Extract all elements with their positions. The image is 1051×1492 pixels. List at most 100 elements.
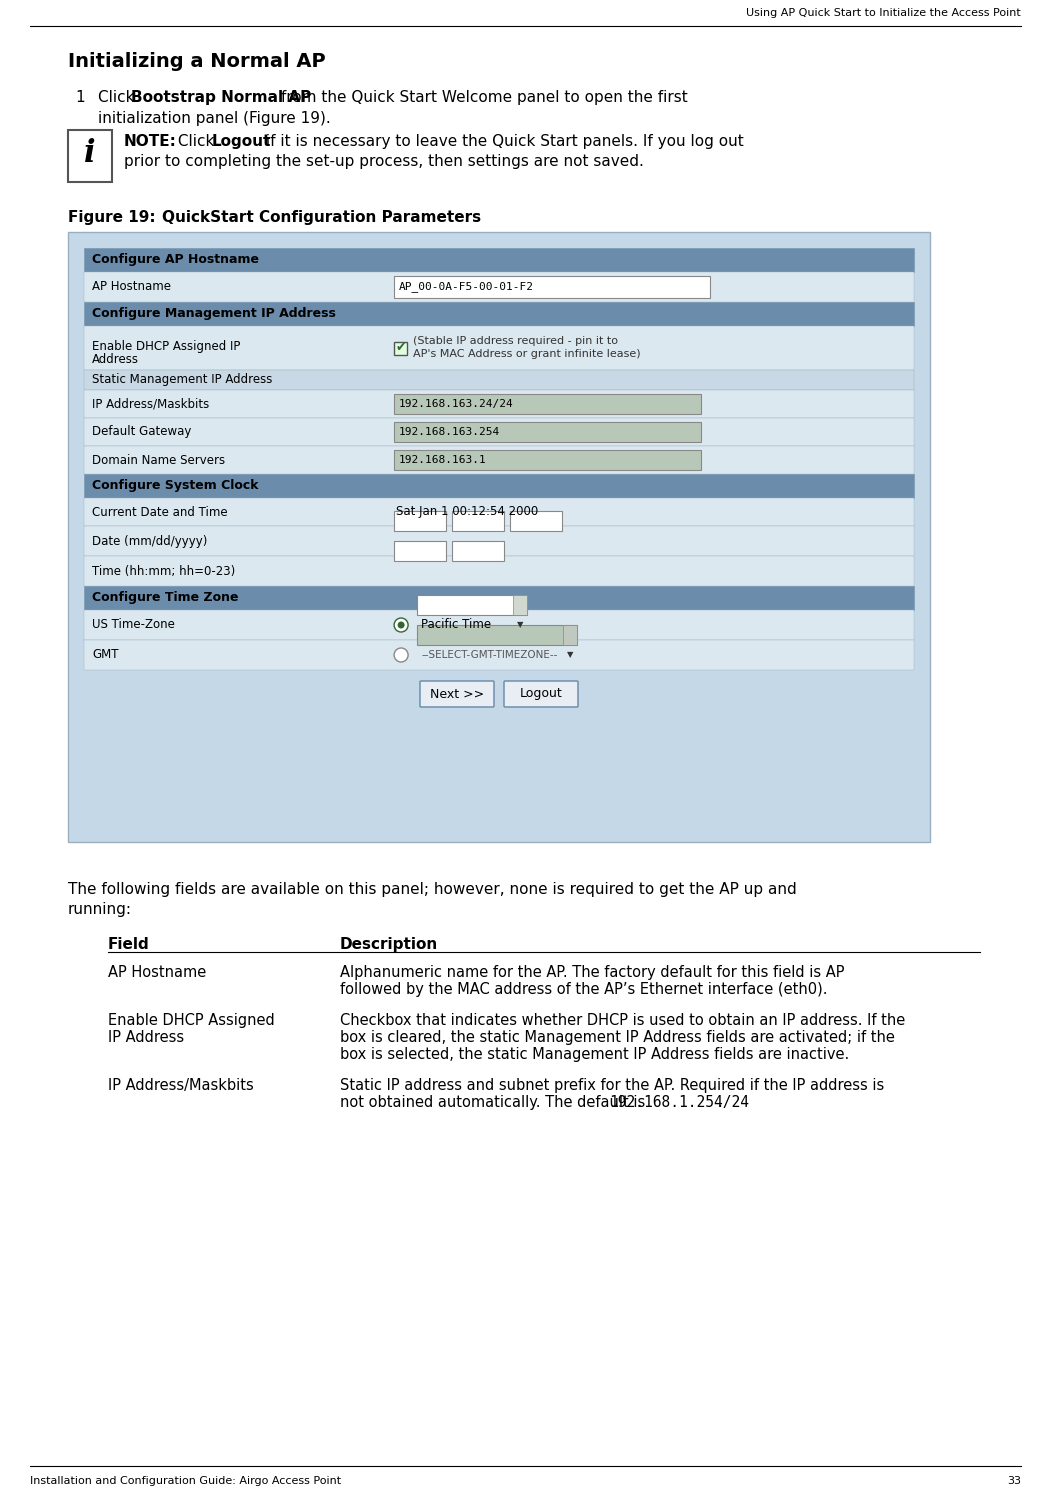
Circle shape <box>394 618 408 633</box>
Text: Enable DHCP Assigned IP: Enable DHCP Assigned IP <box>92 340 241 354</box>
Text: box is cleared, the static Management IP Address fields are activated; if the: box is cleared, the static Management IP… <box>341 1029 894 1044</box>
FancyBboxPatch shape <box>84 586 914 610</box>
FancyBboxPatch shape <box>417 595 528 615</box>
Text: 192.168.163.254: 192.168.163.254 <box>399 427 500 437</box>
FancyBboxPatch shape <box>84 389 914 418</box>
Text: US Time-Zone: US Time-Zone <box>92 619 174 631</box>
FancyBboxPatch shape <box>504 680 578 707</box>
Text: prior to completing the set-up process, then settings are not saved.: prior to completing the set-up process, … <box>124 154 644 169</box>
Text: Alphanumeric name for the AP. The factory default for this field is AP: Alphanumeric name for the AP. The factor… <box>341 965 845 980</box>
Text: if it is necessary to leave the Quick Start panels. If you log out: if it is necessary to leave the Quick St… <box>261 134 744 149</box>
Text: Using AP Quick Start to Initialize the Access Point: Using AP Quick Start to Initialize the A… <box>746 7 1021 18</box>
Text: GMT: GMT <box>92 649 119 661</box>
Text: Address: Address <box>92 354 139 366</box>
Text: QuickStart Configuration Parameters: QuickStart Configuration Parameters <box>141 210 481 225</box>
Text: Configure Management IP Address: Configure Management IP Address <box>92 307 336 321</box>
Text: Figure 19:: Figure 19: <box>68 210 156 225</box>
FancyBboxPatch shape <box>84 474 914 498</box>
Text: Logout: Logout <box>519 688 562 701</box>
FancyBboxPatch shape <box>513 595 528 615</box>
Text: Time (hh:mm; hh=0-23): Time (hh:mm; hh=0-23) <box>92 564 235 577</box>
FancyBboxPatch shape <box>394 510 446 531</box>
Text: Date (mm/dd/yyyy): Date (mm/dd/yyyy) <box>92 534 207 548</box>
Text: initialization panel (Figure 19).: initialization panel (Figure 19). <box>98 110 331 125</box>
Text: followed by the MAC address of the AP’s Ethernet interface (eth0).: followed by the MAC address of the AP’s … <box>341 982 827 997</box>
FancyBboxPatch shape <box>68 231 930 841</box>
Text: Pacific Time: Pacific Time <box>421 619 491 631</box>
FancyBboxPatch shape <box>84 418 914 446</box>
FancyBboxPatch shape <box>394 422 701 442</box>
Text: Installation and Configuration Guide: Airgo Access Point: Installation and Configuration Guide: Ai… <box>30 1476 342 1486</box>
FancyBboxPatch shape <box>84 325 914 370</box>
Text: 1: 1 <box>75 90 85 104</box>
Text: NOTE:: NOTE: <box>124 134 177 149</box>
Circle shape <box>397 622 405 628</box>
Circle shape <box>394 648 408 662</box>
Text: Enable DHCP Assigned: Enable DHCP Assigned <box>108 1013 274 1028</box>
Text: Domain Name Servers: Domain Name Servers <box>92 454 225 467</box>
FancyBboxPatch shape <box>84 498 914 527</box>
FancyBboxPatch shape <box>452 542 504 561</box>
Text: Initializing a Normal AP: Initializing a Normal AP <box>68 52 326 72</box>
Text: from the Quick Start Welcome panel to open the first: from the Quick Start Welcome panel to op… <box>276 90 687 104</box>
Text: Default Gateway: Default Gateway <box>92 425 191 439</box>
Text: --SELECT-GMT-TIMEZONE--: --SELECT-GMT-TIMEZONE-- <box>421 651 557 659</box>
FancyBboxPatch shape <box>68 130 112 182</box>
Text: Configure System Clock: Configure System Clock <box>92 479 259 492</box>
Text: Configure AP Hostname: Configure AP Hostname <box>92 254 259 267</box>
FancyBboxPatch shape <box>563 625 577 645</box>
Text: Logout: Logout <box>212 134 271 149</box>
FancyBboxPatch shape <box>394 542 446 561</box>
FancyBboxPatch shape <box>84 527 914 557</box>
Text: Next >>: Next >> <box>430 688 485 701</box>
FancyBboxPatch shape <box>84 301 914 325</box>
Text: IP Address: IP Address <box>108 1029 184 1044</box>
Text: Field: Field <box>108 937 149 952</box>
Text: AP Hostname: AP Hostname <box>108 965 206 980</box>
Text: The following fields are available on this panel; however, none is required to g: The following fields are available on th… <box>68 882 797 897</box>
Text: ✔: ✔ <box>395 342 406 355</box>
Text: Click: Click <box>173 134 220 149</box>
Text: IP Address/Maskbits: IP Address/Maskbits <box>92 397 209 410</box>
Text: 192.168.163.1: 192.168.163.1 <box>399 455 487 466</box>
Text: running:: running: <box>68 903 132 918</box>
FancyBboxPatch shape <box>394 451 701 470</box>
Text: AP_00-0A-F5-00-01-F2: AP_00-0A-F5-00-01-F2 <box>399 282 534 292</box>
FancyBboxPatch shape <box>394 342 407 355</box>
FancyBboxPatch shape <box>84 610 914 640</box>
FancyBboxPatch shape <box>84 640 914 670</box>
FancyBboxPatch shape <box>510 510 562 531</box>
Text: (Stable IP address required - pin it to: (Stable IP address required - pin it to <box>413 336 618 346</box>
Text: ▼: ▼ <box>517 621 523 630</box>
Text: box is selected, the static Management IP Address fields are inactive.: box is selected, the static Management I… <box>341 1047 849 1062</box>
Text: ▼: ▼ <box>566 651 574 659</box>
Text: not obtained automatically. The default is: not obtained automatically. The default … <box>341 1095 650 1110</box>
Text: i: i <box>84 139 96 170</box>
Text: 192.168.1.254/24: 192.168.1.254/24 <box>609 1095 748 1110</box>
Text: Static Management IP Address: Static Management IP Address <box>92 373 272 386</box>
FancyBboxPatch shape <box>84 446 914 474</box>
Text: 33: 33 <box>1007 1476 1021 1486</box>
FancyBboxPatch shape <box>84 370 914 389</box>
Text: IP Address/Maskbits: IP Address/Maskbits <box>108 1079 253 1094</box>
FancyBboxPatch shape <box>394 394 701 413</box>
Text: Description: Description <box>341 937 438 952</box>
Text: .: . <box>718 1095 722 1110</box>
Text: Current Date and Time: Current Date and Time <box>92 506 228 519</box>
FancyBboxPatch shape <box>452 510 504 531</box>
Text: Click: Click <box>98 90 140 104</box>
Text: AP Hostname: AP Hostname <box>92 280 171 294</box>
Text: Bootstrap Normal AP: Bootstrap Normal AP <box>131 90 311 104</box>
Text: 192.168.163.24/24: 192.168.163.24/24 <box>399 398 514 409</box>
Text: Static IP address and subnet prefix for the AP. Required if the IP address is: Static IP address and subnet prefix for … <box>341 1079 884 1094</box>
FancyBboxPatch shape <box>84 272 914 301</box>
FancyBboxPatch shape <box>420 680 494 707</box>
FancyBboxPatch shape <box>84 248 914 272</box>
Text: Checkbox that indicates whether DHCP is used to obtain an IP address. If the: Checkbox that indicates whether DHCP is … <box>341 1013 905 1028</box>
FancyBboxPatch shape <box>394 276 709 298</box>
Text: Sat Jan 1 00:12:54 2000: Sat Jan 1 00:12:54 2000 <box>396 506 538 519</box>
Text: Configure Time Zone: Configure Time Zone <box>92 591 239 604</box>
Text: AP's MAC Address or grant infinite lease): AP's MAC Address or grant infinite lease… <box>413 349 641 360</box>
FancyBboxPatch shape <box>84 557 914 586</box>
FancyBboxPatch shape <box>417 625 577 645</box>
